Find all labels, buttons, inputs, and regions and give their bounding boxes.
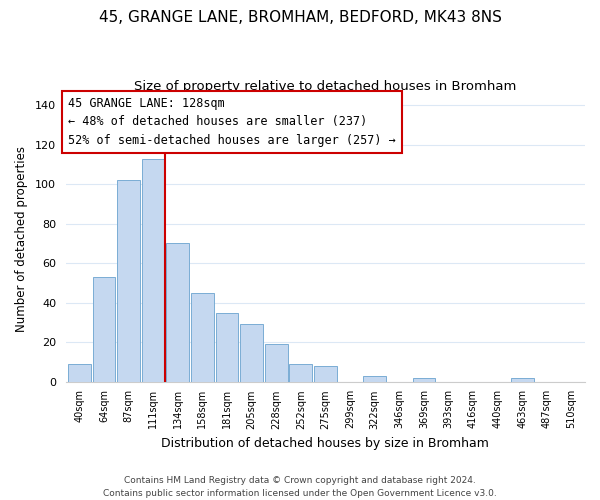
Bar bbox=[511, 378, 533, 382]
Bar bbox=[314, 366, 337, 382]
Bar bbox=[363, 376, 386, 382]
Bar bbox=[166, 244, 189, 382]
Title: Size of property relative to detached houses in Bromham: Size of property relative to detached ho… bbox=[134, 80, 517, 93]
Bar bbox=[289, 364, 312, 382]
Bar bbox=[117, 180, 140, 382]
Text: Contains HM Land Registry data © Crown copyright and database right 2024.
Contai: Contains HM Land Registry data © Crown c… bbox=[103, 476, 497, 498]
Bar bbox=[68, 364, 91, 382]
Text: 45 GRANGE LANE: 128sqm
← 48% of detached houses are smaller (237)
52% of semi-de: 45 GRANGE LANE: 128sqm ← 48% of detached… bbox=[68, 97, 396, 147]
Y-axis label: Number of detached properties: Number of detached properties bbox=[15, 146, 28, 332]
Bar bbox=[265, 344, 287, 382]
Bar bbox=[413, 378, 435, 382]
Bar bbox=[240, 324, 263, 382]
Bar bbox=[142, 158, 164, 382]
Bar bbox=[215, 312, 238, 382]
X-axis label: Distribution of detached houses by size in Bromham: Distribution of detached houses by size … bbox=[161, 437, 490, 450]
Bar bbox=[92, 277, 115, 382]
Bar bbox=[191, 293, 214, 382]
Text: 45, GRANGE LANE, BROMHAM, BEDFORD, MK43 8NS: 45, GRANGE LANE, BROMHAM, BEDFORD, MK43 … bbox=[98, 10, 502, 25]
